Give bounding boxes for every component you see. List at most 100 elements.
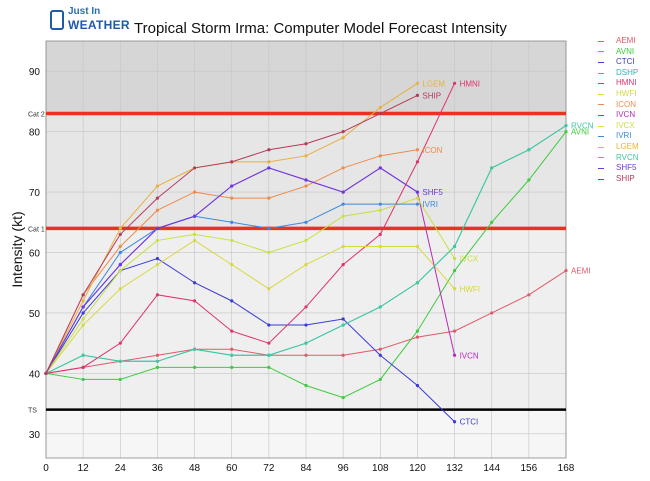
data-point: [192, 365, 197, 369]
data-point: [81, 311, 85, 315]
data-point: [230, 160, 234, 164]
data-point: [415, 196, 420, 200]
data-point: [118, 341, 122, 345]
data-point: [564, 124, 568, 128]
data-point: [304, 220, 308, 224]
data-point: [452, 256, 457, 261]
legend-item: IVCN: [598, 110, 639, 121]
end-label: RVCN: [571, 122, 594, 131]
legend-label: HMNI: [616, 78, 637, 88]
legend-swatch: [598, 83, 604, 85]
data-point: [452, 329, 457, 333]
data-point: [230, 238, 234, 243]
data-point: [341, 317, 345, 321]
data-point: [230, 347, 234, 351]
data-point: [304, 383, 308, 388]
data-point: [378, 353, 382, 357]
data-point: [230, 365, 234, 369]
series-line-ctci: [45, 258, 455, 423]
data-point: [452, 287, 457, 291]
data-point: [192, 299, 197, 303]
threshold-label: Cat 2: [28, 112, 45, 119]
legend-label: AEMI: [616, 36, 636, 45]
x-tick-label: 24: [115, 463, 127, 474]
data-point: [378, 208, 382, 212]
data-point: [452, 420, 457, 424]
data-point: [341, 395, 345, 400]
end-label: AEMI: [571, 267, 591, 276]
legend-item: ICON: [598, 100, 639, 111]
data-point: [378, 202, 382, 206]
data-point: [341, 353, 345, 357]
data-point: [341, 263, 345, 267]
data-point: [81, 299, 85, 303]
y-tick-label: 80: [29, 128, 41, 139]
data-point: [155, 226, 160, 230]
data-point: [230, 353, 234, 357]
data-point: [415, 244, 420, 249]
data-point: [304, 353, 308, 357]
data-point: [378, 232, 382, 236]
legend-swatch: [598, 178, 604, 180]
data-point: [304, 323, 308, 327]
data-point: [527, 178, 531, 182]
data-point: [267, 250, 271, 255]
legend-item: HWFI: [598, 89, 639, 100]
data-point: [490, 166, 494, 170]
legend-item: SHIP: [598, 174, 639, 185]
x-tick-label: 168: [558, 463, 575, 474]
legend-label: CTCI: [616, 57, 635, 67]
data-point: [230, 196, 234, 200]
x-tick-label: 48: [189, 463, 201, 474]
phone-icon: [50, 10, 64, 30]
data-point: [267, 226, 271, 230]
data-point: [118, 244, 122, 249]
data-point: [304, 263, 308, 267]
legend-swatch: [598, 104, 604, 106]
data-point: [81, 365, 85, 369]
data-point: [155, 238, 160, 243]
data-point: [192, 166, 197, 170]
y-tick-label: 90: [29, 67, 41, 78]
legend-item: AEMI: [598, 36, 639, 47]
legend-item: SHF5: [598, 163, 639, 174]
data-point: [564, 130, 568, 134]
legend-label: ICON: [616, 99, 636, 109]
legend-label: DSHP: [616, 67, 639, 77]
x-tick-label: 120: [409, 463, 426, 474]
data-point: [341, 166, 345, 170]
data-point: [81, 317, 85, 321]
legend-swatch: [598, 125, 604, 127]
data-point: [267, 353, 271, 357]
legend-swatch: [598, 93, 604, 95]
legend: AEMI AVNI CTCI DSHP HMNI HWFI ICON IVCN IVCX IVRI…: [598, 36, 639, 184]
data-point: [155, 293, 160, 297]
data-point: [378, 154, 382, 158]
data-point: [267, 166, 271, 170]
data-point: [415, 93, 420, 97]
x-tick-label: 108: [372, 463, 389, 474]
data-point: [155, 365, 160, 369]
data-point: [155, 184, 160, 188]
data-point: [192, 232, 197, 236]
data-point: [341, 136, 345, 140]
data-point: [341, 190, 345, 194]
data-point: [527, 148, 531, 152]
y-tick-label: 50: [29, 309, 41, 320]
legend-label: HWFI: [616, 88, 637, 98]
data-point: [230, 329, 234, 333]
data-point: [118, 250, 122, 255]
end-label: AVNI: [571, 128, 589, 137]
data-point: [490, 311, 494, 315]
legend-swatch: [598, 167, 604, 169]
series-line-ivcx: [45, 197, 455, 374]
data-point: [415, 202, 420, 206]
legend-label: RVCN: [616, 152, 639, 162]
data-point: [230, 299, 234, 303]
data-point: [81, 323, 85, 327]
x-tick-label: 0: [43, 463, 49, 474]
data-point: [118, 287, 122, 291]
legend-item: IVCX: [598, 121, 639, 132]
data-point: [267, 160, 271, 164]
legend-label: SHF5: [616, 163, 637, 173]
